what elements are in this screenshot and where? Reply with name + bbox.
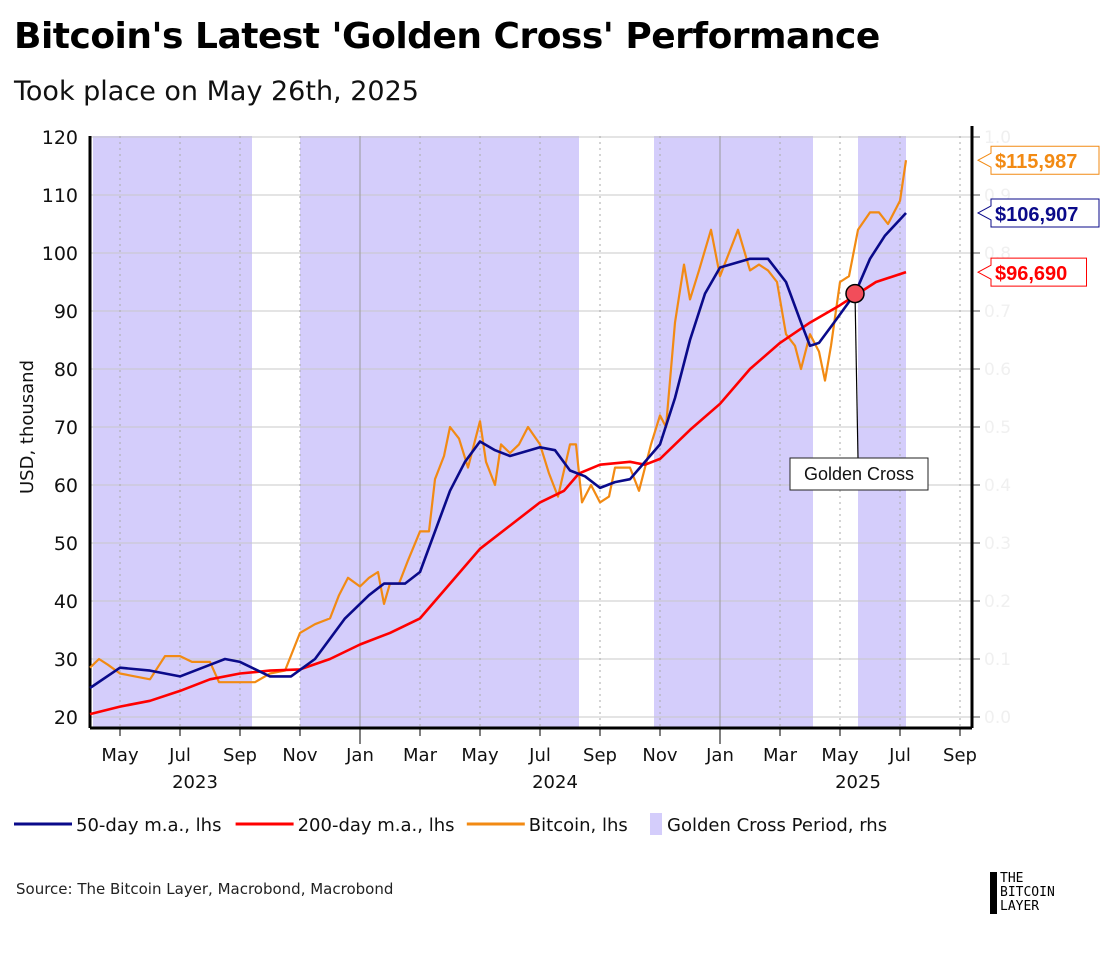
x-tick-label: Jan xyxy=(345,745,374,766)
rhs-tick-label: 0.2 xyxy=(984,592,1011,612)
logo-line: THE xyxy=(1000,871,1024,886)
series-line-50-day-m-a- xyxy=(89,212,907,690)
y-tick-label: 60 xyxy=(54,475,78,497)
rhs-tick-label: 1.0 xyxy=(984,128,1011,148)
legend-swatch xyxy=(650,813,662,835)
legend-label: Bitcoin, lhs xyxy=(529,815,628,836)
golden-cross-marker xyxy=(845,283,865,304)
x-tick-label: Jul xyxy=(888,745,911,766)
end-value-label: $96,690 xyxy=(995,263,1067,285)
end-value-tag xyxy=(976,257,1087,287)
x-tick-label: Sep xyxy=(223,745,257,766)
end-value-tag xyxy=(976,145,1100,175)
x-tick-label: May xyxy=(101,745,139,766)
year-label: 2025 xyxy=(835,772,881,793)
golden-cross-period xyxy=(858,136,906,728)
y-tick-label: 40 xyxy=(54,591,78,613)
y-tick-label: 30 xyxy=(54,649,78,671)
legend-label: 50-day m.a., lhs xyxy=(76,815,221,836)
x-tick-label: May xyxy=(461,745,499,766)
golden-cross-period xyxy=(93,136,252,728)
rhs-tick-label: 0.6 xyxy=(984,360,1011,380)
x-tick-label: Mar xyxy=(403,745,438,766)
bitcoin-layer-logo: THE BITCOIN LAYER xyxy=(990,872,1055,914)
golden-cross-period xyxy=(300,136,579,728)
rhs-tick-label: 0.1 xyxy=(984,650,1011,670)
y-tick-label: 20 xyxy=(54,707,78,729)
rhs-tick-label: 0.5 xyxy=(984,418,1011,438)
chart-subtitle: Took place on May 26th, 2025 xyxy=(14,76,419,107)
end-value-label: $106,907 xyxy=(995,204,1078,226)
end-value-tag xyxy=(976,198,1100,228)
x-tick-label: Jul xyxy=(528,745,551,766)
y-axis-label: USD, thousand xyxy=(17,360,38,494)
logo-line: LAYER xyxy=(1000,899,1040,914)
chart-title: Bitcoin's Latest 'Golden Cross' Performa… xyxy=(14,16,880,57)
legend-label: 200-day m.a., lhs xyxy=(298,815,455,836)
x-tick-label: Jan xyxy=(705,745,734,766)
x-tick-label: May xyxy=(821,745,859,766)
rhs-tick-label: 0.4 xyxy=(984,476,1011,496)
golden-cross-period xyxy=(654,136,813,728)
legend-label: Golden Cross Period, rhs xyxy=(667,815,887,836)
y-tick-label: 100 xyxy=(42,243,78,265)
y-tick-label: 120 xyxy=(42,127,78,149)
rhs-tick-label: 0.3 xyxy=(984,534,1011,554)
series-line-200-day-m-a- xyxy=(89,270,907,716)
end-value-label: $115,987 xyxy=(995,151,1077,173)
y-tick-label: 90 xyxy=(54,301,78,323)
annotation-box xyxy=(789,457,929,491)
y-tick-label: 50 xyxy=(54,533,78,555)
x-tick-label: Sep xyxy=(583,745,617,766)
logo-line: BITCOIN xyxy=(1000,885,1055,900)
rhs-tick-label: 0.0 xyxy=(984,708,1011,728)
x-tick-label: Jul xyxy=(168,745,191,766)
annotation-leader xyxy=(854,293,859,459)
x-tick-label: Nov xyxy=(642,745,677,766)
x-tick-label: Nov xyxy=(282,745,317,766)
year-label: 2024 xyxy=(532,772,578,793)
x-tick-label: Mar xyxy=(763,745,798,766)
y-tick-label: 70 xyxy=(54,417,78,439)
y-tick-label: 110 xyxy=(42,185,78,207)
year-label: 2023 xyxy=(172,772,218,793)
source-note: Source: The Bitcoin Layer, Macrobond, Ma… xyxy=(16,880,394,898)
rhs-tick-label: 0.7 xyxy=(984,302,1011,322)
x-tick-label: Sep xyxy=(943,745,977,766)
annotation-label: Golden Cross xyxy=(804,464,914,484)
y-tick-label: 80 xyxy=(54,359,78,381)
